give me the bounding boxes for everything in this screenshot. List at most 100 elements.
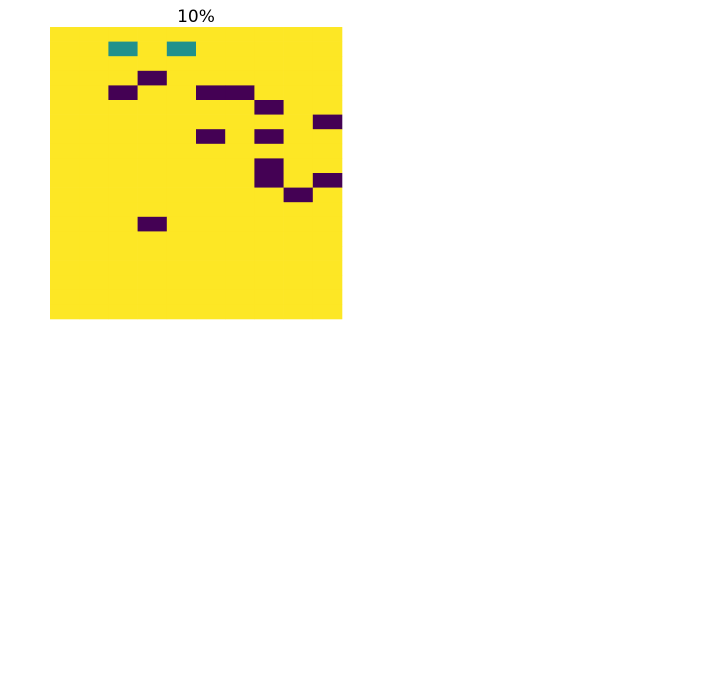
heatmap-cell xyxy=(312,143,343,159)
heatmap-cell xyxy=(196,56,226,72)
heatmap-cell xyxy=(225,260,255,276)
heatmap-cell xyxy=(108,143,138,159)
heatmap-cell xyxy=(283,158,314,174)
heatmap-cell xyxy=(312,275,343,291)
heatmap-cell xyxy=(137,260,168,276)
heatmap-cell xyxy=(283,100,314,115)
heatmap-cell xyxy=(196,114,226,130)
heatmap-cell xyxy=(254,56,284,72)
heatmap-cell xyxy=(312,260,343,276)
heatmap-cell xyxy=(225,202,255,218)
heatmap-cell xyxy=(79,231,109,247)
heatmap-cell xyxy=(137,114,168,130)
heatmap-cell xyxy=(312,70,343,86)
heatmap-cell xyxy=(50,304,80,320)
heatmap-cell xyxy=(196,304,226,320)
heatmap-cell xyxy=(283,231,314,247)
heatmap-cell xyxy=(254,70,284,86)
heatmap-cell xyxy=(137,100,168,115)
heatmap-cell xyxy=(137,231,168,247)
heatmap-cell xyxy=(254,231,284,247)
heatmap-cell xyxy=(108,56,138,72)
heatmap-cell xyxy=(312,158,343,174)
heatmap-cell xyxy=(196,202,226,218)
heatmap-cell xyxy=(196,173,226,188)
heatmap-cell xyxy=(50,231,80,247)
heatmap-cell xyxy=(108,70,138,86)
heatmap-cell xyxy=(50,275,80,291)
heatmap-cell xyxy=(254,304,284,320)
heatmap-cell xyxy=(225,231,255,247)
heatmap-cell xyxy=(283,216,314,232)
heatmap-cell xyxy=(50,56,80,72)
heatmap-cell xyxy=(166,231,197,247)
heatmap-cell xyxy=(225,304,255,320)
heatmap-cell xyxy=(166,27,197,42)
heatmap-cell xyxy=(254,202,284,218)
heatmap-cell xyxy=(50,27,80,42)
heatmap-cell xyxy=(254,41,284,57)
heatmap-cell xyxy=(137,85,168,101)
heatmap-cell xyxy=(225,187,255,203)
heatmap-cell xyxy=(79,143,109,159)
heatmap-cell xyxy=(137,304,168,320)
heatmap-cell xyxy=(196,187,226,203)
heatmap-cell xyxy=(225,56,255,72)
heatmap-cell xyxy=(312,304,343,320)
heatmap-cell xyxy=(79,114,109,130)
heatmap-cell xyxy=(225,129,255,145)
heatmap-cell xyxy=(166,85,197,101)
heatmap-cell xyxy=(196,129,226,145)
heatmap-cell xyxy=(166,158,197,174)
heatmap-cell xyxy=(312,173,343,188)
heatmap-cell xyxy=(108,187,138,203)
heatmap-cell xyxy=(254,27,284,42)
heatmap-cell xyxy=(79,27,109,42)
heatmap-cell xyxy=(196,246,226,261)
heatmap-cell xyxy=(137,41,168,57)
heatmap-cell xyxy=(196,100,226,115)
heatmap-cell xyxy=(283,27,314,42)
heatmap-cell xyxy=(283,129,314,145)
heatmap-cell xyxy=(108,202,138,218)
heatmap-cell xyxy=(283,187,314,203)
heatmap-cell xyxy=(137,143,168,159)
heatmap-cell xyxy=(79,304,109,320)
heatmap-cell xyxy=(196,275,226,291)
heatmap-cell xyxy=(79,246,109,261)
heatmap-cell xyxy=(312,246,343,261)
heatmap-cell xyxy=(225,114,255,130)
heatmap-cell xyxy=(254,100,284,115)
heatmap-cell xyxy=(312,187,343,203)
heatmap-cell xyxy=(79,289,109,305)
heatmap-cell xyxy=(312,41,343,57)
heatmap-cell xyxy=(137,129,168,145)
heatmap-cell xyxy=(196,216,226,232)
heatmap-cell xyxy=(254,187,284,203)
heatmap-cell xyxy=(50,70,80,86)
heatmap-cell xyxy=(283,143,314,159)
heatmap-cell xyxy=(108,260,138,276)
heatmap-cell xyxy=(283,304,314,320)
heatmap-cell xyxy=(166,129,197,145)
heatmap-cell xyxy=(79,41,109,57)
heatmap-cell xyxy=(137,275,168,291)
heatmap-cell xyxy=(283,56,314,72)
heatmap-panel-1: 10% xyxy=(50,7,343,320)
heatmap-cell xyxy=(108,275,138,291)
heatmap-cell xyxy=(137,70,168,86)
heatmap-cell xyxy=(312,129,343,145)
heatmap-cell xyxy=(79,275,109,291)
heatmap-cell xyxy=(79,260,109,276)
heatmap-cell xyxy=(137,289,168,305)
heatmap-cell xyxy=(312,85,343,101)
heatmap-cell xyxy=(254,158,284,174)
heatmap-cell xyxy=(108,289,138,305)
heatmap-cell xyxy=(225,85,255,101)
heatmap-cell xyxy=(50,143,80,159)
heatmap-cell xyxy=(254,85,284,101)
heatmap-cell xyxy=(225,27,255,42)
heatmap-cell xyxy=(254,216,284,232)
heatmap-cell xyxy=(108,231,138,247)
